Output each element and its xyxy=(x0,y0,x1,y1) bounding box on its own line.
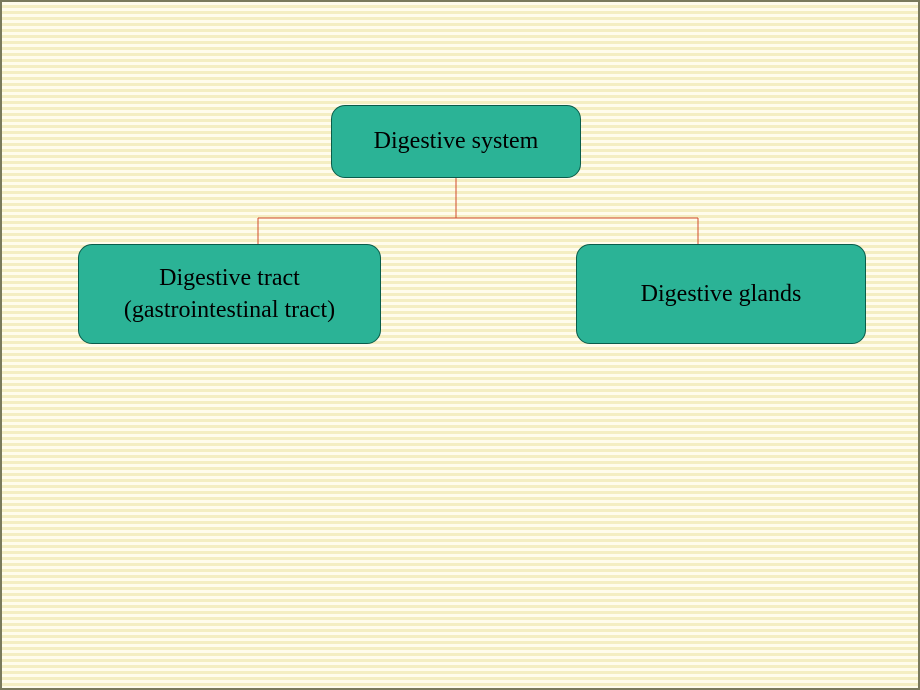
node-root-label: Digestive system xyxy=(374,125,539,157)
node-left-label: Digestive tract(gastrointestinal tract) xyxy=(124,262,335,327)
node-root: Digestive system xyxy=(331,105,581,178)
node-left: Digestive tract(gastrointestinal tract) xyxy=(78,244,381,344)
node-right: Digestive glands xyxy=(576,244,866,344)
node-right-label: Digestive glands xyxy=(641,278,802,310)
